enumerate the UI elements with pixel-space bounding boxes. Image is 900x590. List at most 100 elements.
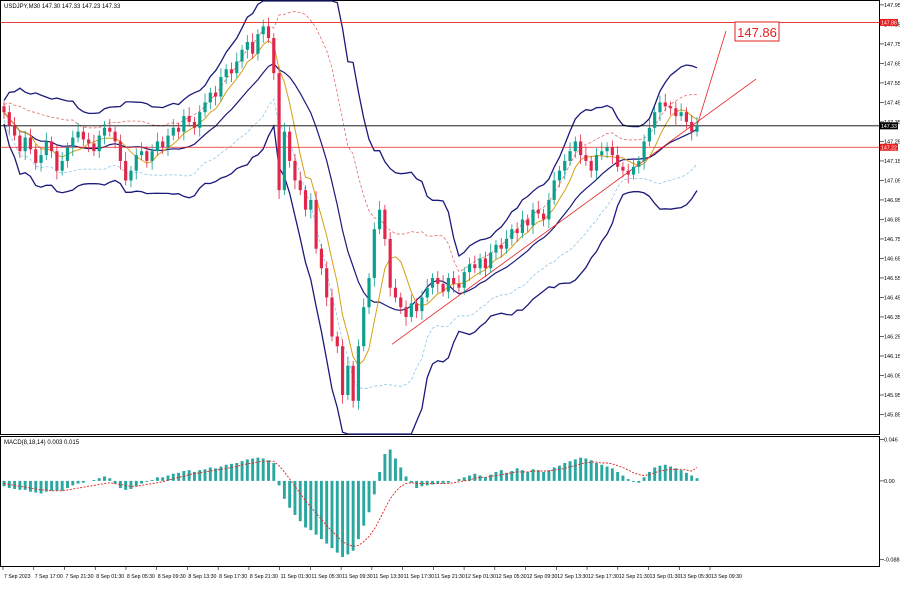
time-tick-label: 7 Sep 2023 — [4, 574, 31, 580]
candle-body — [388, 238, 392, 288]
macd-tick-label: -0.088 — [884, 558, 900, 564]
price-tick-label: 146.35 — [884, 315, 900, 321]
candle-body — [108, 127, 112, 132]
price-tick-label: 146.15 — [884, 354, 900, 360]
candle-body — [610, 147, 614, 156]
price-tick-label: 146.55 — [884, 276, 900, 282]
macd-tick-label: 0.00 — [884, 479, 895, 485]
candle-body — [457, 283, 461, 288]
candle-body — [44, 141, 48, 156]
candle-body — [515, 229, 519, 234]
candle-body — [563, 160, 567, 171]
price-tick-label: 147.05 — [884, 178, 900, 184]
time-tick-label: 8 Sep 01:30 — [96, 574, 124, 580]
candle-body — [690, 121, 694, 132]
candle-body — [616, 155, 620, 167]
candle-body — [547, 199, 551, 220]
candle-body — [356, 346, 361, 401]
candle-body — [235, 61, 239, 74]
price-annotation: 147.86 — [696, 21, 780, 126]
candle-body — [473, 264, 477, 269]
candle-body — [203, 102, 207, 113]
candle-body — [579, 141, 583, 156]
candle-body — [631, 166, 636, 175]
candle-body — [351, 365, 355, 401]
candle-body — [87, 139, 91, 144]
candle-body — [251, 41, 255, 54]
support-tag — [880, 143, 898, 151]
bollinger-upper — [3, 0, 698, 258]
candle-body — [552, 180, 556, 200]
candle-body — [161, 141, 165, 148]
candle-body — [584, 155, 588, 161]
price-tick-label: 145.95 — [884, 393, 900, 399]
bollinger-lower — [3, 123, 698, 435]
candle-body — [81, 131, 85, 140]
candle-body — [39, 155, 43, 163]
candle-body — [520, 219, 525, 234]
time-tick-label: 7 Sep 17:00 — [35, 574, 63, 580]
time-tick-label: 13 Sep 09:30 — [711, 574, 742, 580]
candle-body — [446, 277, 450, 292]
candle-body — [171, 127, 175, 136]
macd-axis: 0.046 0.00 -0.088 — [880, 438, 900, 564]
candle-body — [23, 137, 27, 152]
candle-body — [557, 170, 562, 181]
annotation-text: 147.86 — [737, 25, 777, 40]
candle-body — [303, 190, 308, 210]
candle-body — [330, 297, 334, 337]
time-tick-label: 11 Sep 09:30 — [342, 574, 373, 580]
support-tag-label: 147.22 — [881, 145, 897, 151]
candle-body — [229, 69, 234, 74]
candle-body — [499, 244, 503, 249]
candle-body — [425, 287, 429, 298]
candle-body — [298, 180, 302, 191]
macd-pane-border — [0, 436, 880, 567]
main-pane-border — [0, 0, 880, 435]
candle-body — [192, 121, 197, 128]
candle-body — [18, 135, 22, 152]
time-tick-label: 12 Sep 13:30 — [557, 574, 588, 580]
annotation-box — [734, 21, 780, 42]
candle-body — [55, 151, 59, 171]
candle-body — [129, 170, 133, 181]
candle-body — [65, 147, 70, 161]
candle-body — [362, 307, 366, 347]
price-tick-label: 146.85 — [884, 217, 900, 223]
candle-body — [573, 141, 577, 152]
candle-body — [219, 77, 223, 97]
time-tick-label: 11 Sep 13:30 — [373, 574, 404, 580]
time-tick-label: 8 Sep 13:30 — [188, 574, 216, 580]
candle-body — [92, 143, 96, 152]
candle-body — [293, 160, 297, 181]
candle-body — [256, 34, 260, 54]
macd-signal-line — [3, 460, 698, 547]
candle-body — [621, 166, 625, 171]
candle-body — [367, 277, 371, 308]
candle-body — [155, 141, 159, 152]
candle-body — [568, 151, 572, 161]
candle-body — [404, 307, 408, 317]
time-tick-label: 12 Sep 09:30 — [527, 574, 558, 580]
candle-body — [526, 219, 530, 226]
moving-average-fast — [3, 40, 698, 366]
candle-body — [102, 127, 107, 136]
candle-body — [28, 137, 33, 150]
candle-body — [483, 258, 487, 269]
candle-body — [642, 141, 646, 161]
candle-body — [124, 160, 128, 181]
price-tick-label: 147.95 — [884, 3, 900, 9]
time-tick-label: 13 Sep 01:30 — [650, 574, 681, 580]
candle-body — [393, 287, 398, 298]
candle-body — [50, 141, 54, 152]
time-tick-label: 11 Sep 05:30 — [311, 574, 342, 580]
candle-body — [452, 277, 456, 284]
candle-body — [182, 116, 186, 132]
candle-body — [134, 155, 138, 171]
indicator-lines — [3, 0, 698, 435]
time-tick-label: 11 Sep 17:30 — [404, 574, 435, 580]
candle-body — [240, 49, 244, 62]
candle-body — [261, 26, 265, 35]
macd-indicator — [2, 449, 699, 558]
candle-body — [658, 102, 662, 113]
